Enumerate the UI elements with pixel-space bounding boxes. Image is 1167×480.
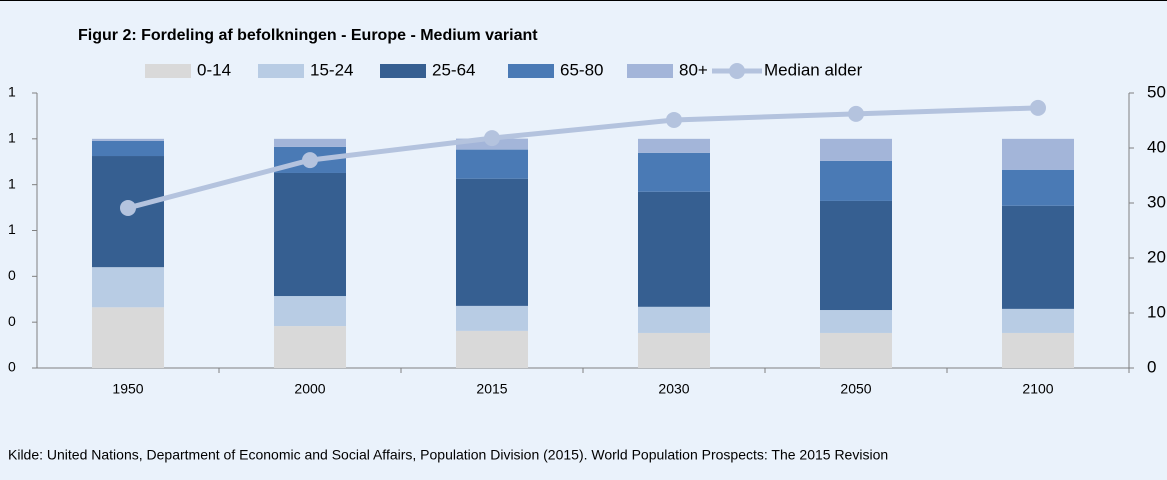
bar-segment [1002, 138, 1074, 170]
y-tick-label: 1 [8, 130, 16, 146]
median-marker [120, 199, 136, 216]
bar-segment [1002, 308, 1074, 333]
y-tick-label: 1 [8, 175, 16, 191]
bar-segment [1002, 205, 1074, 309]
bar-segment [638, 138, 710, 153]
y2-tick-label: 10 [1147, 302, 1166, 321]
legend-swatch [508, 64, 554, 78]
y2-tick-label: 40 [1147, 137, 1166, 156]
bar-segment [638, 191, 710, 307]
y2-tick-label: 50 [1147, 82, 1166, 101]
median-marker [484, 130, 500, 147]
chart-title: Figur 2: Fordeling af befolkningen - Eur… [78, 27, 538, 44]
y-tick-label: 0 [8, 313, 16, 329]
bar-segment [274, 172, 346, 297]
bar-segment [820, 310, 892, 333]
y2-tick-label: 20 [1147, 247, 1166, 266]
legend-label: Median alder [764, 60, 863, 79]
bar-segment [92, 138, 164, 141]
median-marker [302, 152, 318, 169]
bar-segment [820, 160, 892, 201]
bar-segment [456, 305, 528, 331]
bar-segment [456, 330, 528, 368]
x-tick-label: 2000 [294, 381, 325, 397]
x-tick-label: 2100 [1022, 381, 1053, 397]
bar-segment [274, 138, 346, 147]
bar-segment [820, 332, 892, 368]
x-tick-label: 2015 [476, 381, 507, 397]
legend-swatch [380, 64, 426, 78]
legend-swatch [258, 64, 304, 78]
legend-marker [729, 63, 745, 79]
median-line [127, 105, 1039, 211]
bar-segment [274, 326, 346, 368]
y-tick-label: 1 [8, 221, 16, 237]
legend-label: 65-80 [560, 60, 603, 79]
x-tick-label: 1950 [112, 381, 143, 397]
median-marker [666, 111, 682, 128]
bar-segment [92, 307, 164, 368]
bar-segment [820, 200, 892, 311]
legend-label: 25-64 [432, 60, 475, 79]
median-marker [1030, 99, 1046, 116]
y-tick-label: 0 [8, 359, 16, 375]
legend-label: 0-14 [197, 60, 231, 79]
median-marker [848, 105, 864, 122]
legend-swatch [627, 64, 673, 78]
bar-segment [820, 138, 892, 161]
legend-label: 15-24 [310, 60, 353, 79]
bar-segment [638, 306, 710, 333]
bar-segment [1002, 332, 1074, 368]
bar-segment [274, 296, 346, 327]
bar-segment [456, 149, 528, 179]
y2-tick-label: 0 [1147, 357, 1156, 376]
bar-segment [92, 140, 164, 157]
bar-segment [456, 178, 528, 306]
legend-swatch [145, 64, 191, 78]
bar-segment [638, 332, 710, 368]
source-note: Kilde: United Nations, Department of Eco… [8, 447, 888, 463]
y-tick-label: 0 [8, 267, 16, 283]
x-tick-label: 2030 [658, 381, 689, 397]
bar-segment [1002, 169, 1074, 206]
bar-segment [638, 152, 710, 192]
y-tick-label: 1 [8, 84, 16, 100]
legend-label: 80+ [679, 60, 708, 79]
bar-segment [92, 267, 164, 308]
x-tick-label: 2050 [840, 381, 871, 397]
y2-tick-label: 30 [1147, 192, 1166, 211]
